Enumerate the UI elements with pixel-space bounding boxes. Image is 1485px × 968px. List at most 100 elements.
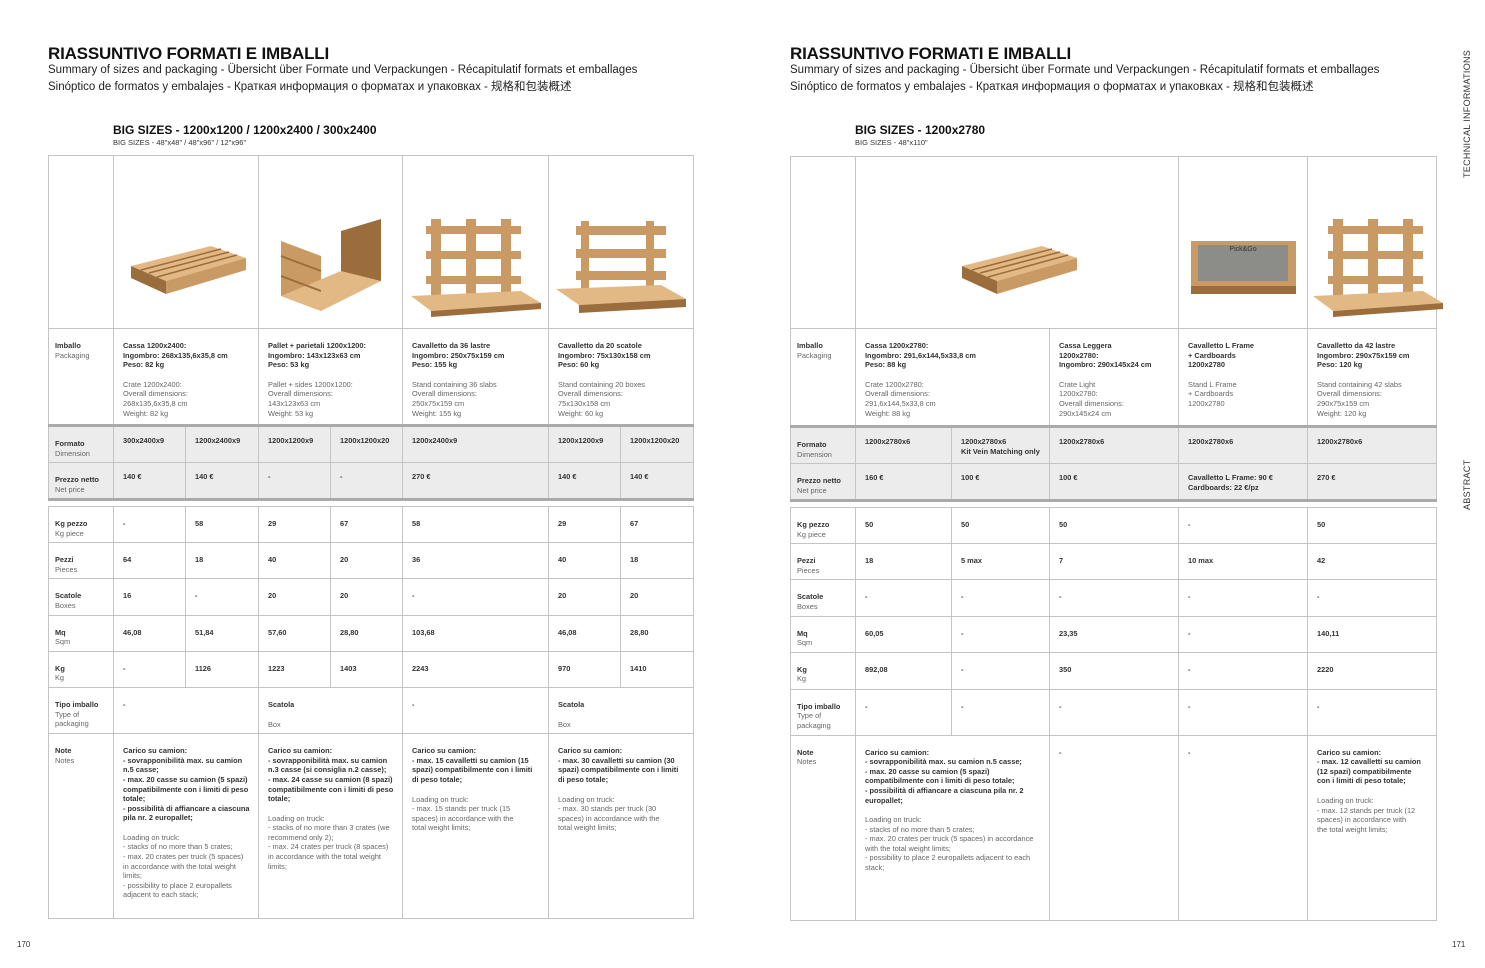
table-cell: 40: [548, 542, 621, 580]
table-cell: 28,80: [620, 614, 694, 652]
table-cell: -: [402, 578, 549, 616]
table-cell: 50: [1049, 506, 1179, 545]
row-label: Scatole Boxes: [48, 578, 114, 616]
table-cell: 20: [258, 578, 331, 616]
page-subtitle: Sinóptico de formatos y embalajes - Крат…: [48, 81, 572, 93]
cell-text-secondary: Boxes: [55, 600, 76, 610]
cell-text-secondary: Loading on truck: - max. 15 stands per t…: [412, 794, 514, 833]
cell-text: 2243: [412, 663, 429, 673]
table-cell: 1200x2780x6: [1178, 425, 1309, 465]
cell-text: 270 €: [1317, 473, 1336, 483]
cell-text-secondary: Dimension: [797, 449, 832, 459]
cell-text-primary: Cavalletto L Frame + Cardboards 1200x278…: [1188, 341, 1255, 370]
product-image-crate: [113, 155, 259, 329]
cell-text-primary: Kg pezzo: [797, 520, 830, 529]
cell-text-primary: Cassa Leggera 1200x2780: Ingombro: 290x1…: [1059, 341, 1152, 370]
cell-text: 970: [558, 663, 571, 673]
table-cell: Cavalletto L Frame + Cardboards 1200x278…: [1178, 328, 1309, 428]
cell-text: 36: [412, 555, 421, 565]
section-title: BIG SIZES - 1200x2780: [855, 123, 986, 137]
product-image-stand: [1307, 156, 1444, 329]
cell-text: 1223: [268, 663, 285, 673]
table-cell: -: [113, 686, 259, 735]
cell-text-secondary: Net price: [55, 484, 85, 494]
table-cell: 300x2400x9: [113, 424, 186, 464]
cell-text: 18: [865, 556, 874, 566]
table-row: Tipo imballo Type of packaging - Scatola Box…: [48, 686, 694, 735]
cell-text-secondary: Net price: [797, 485, 827, 495]
cell-text-primary: Scatola: [558, 699, 585, 709]
table-cell: -: [951, 579, 1050, 617]
product-image-crate: [854, 156, 1180, 329]
table-cell: 1223: [258, 650, 331, 688]
cell-text-secondary: Pieces: [797, 565, 820, 575]
table-cell: Carico su camion: - sovrapponibilità max…: [258, 733, 403, 920]
cell-text: 1200x2400x9: [412, 436, 458, 445]
table-cell: 18: [855, 543, 952, 581]
table-cell: 140 €: [113, 462, 186, 502]
section-title: BIG SIZES - 1200x1200 / 1200x2400 / 300x…: [113, 123, 377, 137]
cell-text: 1200x1200x20: [340, 436, 390, 445]
cell-text-primary: Kg pezzo: [55, 519, 88, 528]
row-label: Note Notes: [48, 733, 114, 920]
cell-text: -: [1059, 747, 1062, 757]
table-cell: 1200x2780x6 Kit Vein Matching only: [951, 425, 1050, 465]
section-subtitle: BIG SIZES - 48"x48" / 48"x96" / 12"x96": [113, 138, 247, 147]
table-cell: 970: [548, 650, 621, 688]
table-cell: 892,08: [855, 651, 952, 690]
cell-text: -: [1059, 701, 1062, 711]
table-cell: 1200x2400x9: [185, 424, 259, 464]
table-cell: 50: [1307, 506, 1437, 545]
table-cell: Carico su camion: - max. 15 cavalletti s…: [402, 733, 549, 920]
cell-text-secondary: Loading on truck: - stacks of no more th…: [123, 832, 244, 900]
table-cell: Cavalletto da 36 lastre Ingombro: 250x75…: [402, 328, 549, 427]
table-cell: 2220: [1307, 651, 1437, 690]
row-label: Tipo imballo Type of packaging: [48, 686, 114, 735]
cell-text-primary: -: [412, 699, 415, 709]
cell-text-primary: -: [123, 699, 126, 709]
table-cell: 1200x2400x9: [402, 424, 549, 464]
cell-text-secondary: Notes: [55, 755, 75, 765]
table-cell: 18: [620, 542, 694, 580]
row-label: Pezzi Pieces: [48, 542, 114, 580]
cell-text: 20: [558, 591, 567, 601]
summary-table-lower: Kg pezzo Kg piece -58 29 67 58 29 67 Pezzi Pieces…: [48, 505, 694, 920]
row-label: Kg pezzo Kg piece: [48, 505, 114, 544]
cell-text: -: [268, 472, 271, 482]
cell-text-secondary: Type of packaging: [55, 709, 89, 729]
cell-text: 300x2400x9: [123, 436, 165, 445]
cell-text-primary: Mq: [55, 627, 66, 637]
cell-text: -: [961, 592, 964, 602]
table-cell: 58: [185, 505, 259, 544]
table-cell: 100 €: [1048, 463, 1180, 503]
right-page: RIASSUNTIVO FORMATI E IMBALLI Summary of…: [742, 0, 1484, 968]
table-row: Formato Dimension 1200x2780x6 1200x2780x6 K…: [790, 425, 1438, 465]
row-label: Prezzo netto Net price: [48, 462, 114, 502]
table-cell: 42: [1307, 543, 1437, 581]
table-cell: Carico su camion: - max. 30 cavalletti s…: [548, 733, 694, 920]
cell-text: 50: [1059, 520, 1068, 529]
cell-text-secondary: Notes: [797, 757, 817, 767]
table-cell: Carico su camion: - max. 12 cavalletti s…: [1307, 734, 1437, 921]
cell-text: 40: [558, 555, 567, 565]
cell-text: 40: [268, 555, 277, 565]
cell-text-primary: Scatole: [55, 591, 82, 601]
cell-text: 1200x1200x20: [630, 436, 680, 445]
crate-illustration: [856, 226, 1178, 309]
page-subtitle: Summary of sizes and packaging - Übersic…: [790, 64, 1380, 76]
table-cell: 64: [113, 542, 186, 580]
cell-text: 20: [340, 591, 349, 601]
cell-text: 1200x2780x6: [1188, 437, 1234, 446]
cell-text-secondary: Pallet + sides 1200x1200: Overall dimens…: [268, 379, 353, 418]
table-cell: 16: [113, 578, 186, 616]
cell-text: 1200x1200x9: [558, 436, 604, 445]
cell-text: 20: [268, 591, 277, 601]
cell-text-primary: Pezzi: [797, 556, 816, 566]
cell-text-secondary: Kg piece: [55, 528, 84, 538]
page-subtitle: Summary of sizes and packaging - Übersic…: [48, 64, 638, 76]
table-cell: 40: [258, 542, 331, 580]
table-row: Prezzo netto Net price 140 € 140 € - - 270 € 14…: [48, 462, 694, 502]
table-cell: -: [113, 505, 186, 544]
cell-text-primary: Note: [55, 746, 72, 756]
cell-text: 1200x2400x9: [195, 436, 241, 445]
